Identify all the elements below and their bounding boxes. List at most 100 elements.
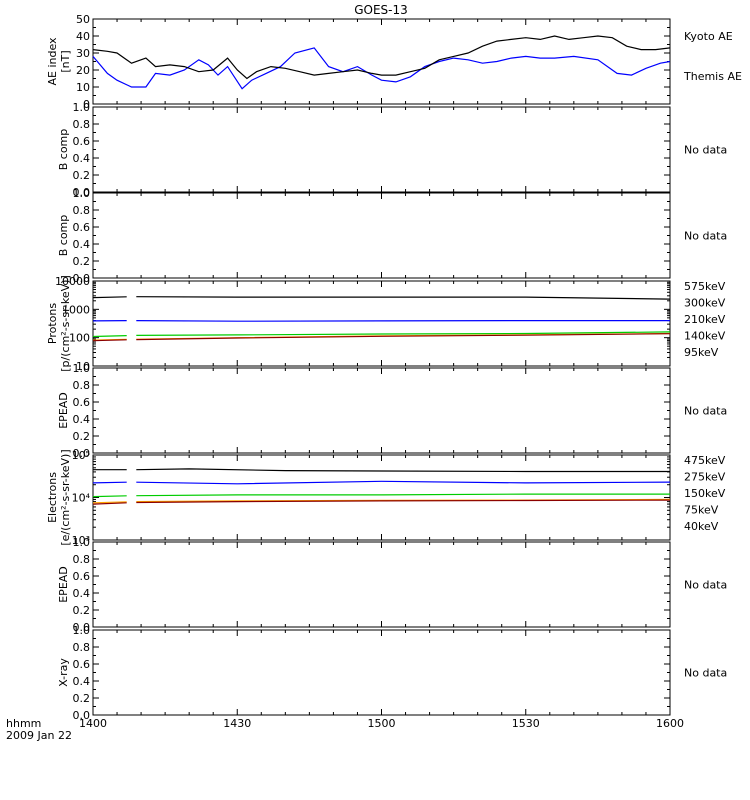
series-line-2 xyxy=(92,481,127,484)
y-tick-label: 0.4 xyxy=(73,413,91,426)
plot-frame xyxy=(92,18,671,105)
legend-entry: 300keV xyxy=(684,297,726,310)
y-tick-label: 0.0 xyxy=(73,621,91,634)
plot-frame xyxy=(92,367,671,454)
series-line-1 xyxy=(136,468,670,473)
y-tick-label: 100 xyxy=(69,332,90,345)
y-tick-label: 0.8 xyxy=(73,641,91,654)
panel-2: 0.0 0.2 0.4 0.6 0.8 1.0 B comp No data xyxy=(57,101,727,199)
y-tick-label: 0.0 xyxy=(73,447,91,460)
plot-frame xyxy=(92,280,671,367)
series-line-1 xyxy=(136,296,671,300)
y-tick-label: 0.0 xyxy=(73,186,91,199)
legend-entry: 475keV xyxy=(684,454,726,467)
y-tick-label: 10 xyxy=(76,360,90,373)
y-axis-unit: [nT] xyxy=(59,50,72,72)
y-tick-label: 10³ xyxy=(72,534,90,547)
x-tick-label: 1430 xyxy=(223,717,251,730)
legend-entry: Themis AE xyxy=(683,70,742,83)
y-axis-unit: [e/(cm²-s-sr-keV)] xyxy=(59,449,72,545)
series-line-2 xyxy=(92,35,671,80)
time-axis-label: hhmm xyxy=(6,717,41,730)
y-tick-label: 0 xyxy=(83,98,90,111)
legend-entry: 150keV xyxy=(684,487,726,500)
panel-7: 0.0 0.2 0.4 0.6 0.8 1.0 EPEAD No data xyxy=(57,536,727,634)
y-tick-label: 10⁵ xyxy=(72,449,90,462)
x-tick-label: 1400 xyxy=(79,717,107,730)
x-tick-label: 1500 xyxy=(368,717,396,730)
y-tick-label: 1.0 xyxy=(73,187,91,200)
y-axis-label: X-ray xyxy=(57,658,70,687)
y-tick-label: 0.6 xyxy=(73,658,91,671)
y-tick-label: 0.2 xyxy=(73,692,91,705)
y-tick-label: 0.8 xyxy=(73,379,91,392)
legend-entry: 75keV xyxy=(684,504,719,517)
x-tick-label: 1600 xyxy=(656,717,684,730)
series-line-1 xyxy=(92,47,671,90)
y-tick-label: 1.0 xyxy=(73,536,91,549)
series-line-5 xyxy=(92,339,127,342)
y-tick-label: 1.0 xyxy=(73,624,91,637)
y-axis-label: B comp xyxy=(57,129,70,171)
plot-frame xyxy=(92,454,671,541)
time-axis-date: 2009 Jan 22 xyxy=(6,729,72,742)
legend-entry: 140keV xyxy=(684,330,726,343)
series-line-3 xyxy=(92,495,127,498)
series-line-5 xyxy=(136,499,671,504)
y-tick-label: 30 xyxy=(76,47,90,60)
y-axis-label: AE index xyxy=(46,37,59,86)
y-tick-label: 10000 xyxy=(55,275,90,288)
y-tick-label: 0.4 xyxy=(73,587,91,600)
y-tick-label: 0.2 xyxy=(73,169,91,182)
series-line-5 xyxy=(92,502,127,505)
series-line-2 xyxy=(136,480,671,485)
series-line-2 xyxy=(136,320,670,322)
y-tick-label: 0.6 xyxy=(73,396,91,409)
legend-entry: 575keV xyxy=(684,280,726,293)
no-data-label: No data xyxy=(684,230,727,243)
legend-entry: 275keV xyxy=(684,471,726,484)
legend-entry: 95keV xyxy=(684,346,719,359)
panel-3: 0.0 0.2 0.4 0.6 0.8 1.0 B comp No data xyxy=(57,187,727,285)
no-data-label: No data xyxy=(684,144,727,157)
no-data-label: No data xyxy=(684,579,727,592)
y-tick-label: 0.0 xyxy=(73,709,91,722)
y-tick-label: 40 xyxy=(76,30,90,43)
y-tick-label: 50 xyxy=(76,13,90,26)
y-tick-label: 0.2 xyxy=(73,255,91,268)
y-tick-label: 20 xyxy=(76,64,90,77)
series-line-5 xyxy=(136,333,671,341)
legend-entry: 40keV xyxy=(684,520,719,533)
series-line-3 xyxy=(136,331,671,336)
y-tick-label: 0.4 xyxy=(73,675,91,688)
no-data-label: No data xyxy=(684,405,727,418)
y-axis-label: Protons xyxy=(46,303,59,344)
y-axis-label: EPEAD xyxy=(57,392,70,429)
y-tick-label: 1000 xyxy=(62,303,90,316)
y-tick-label: 10 xyxy=(76,81,90,94)
panel-4: 10 100 1000 10000 Protons [p/(cm²-s-sr-keV)] 5… xyxy=(46,275,726,373)
plot-frame xyxy=(92,192,671,279)
legend-entry: 210keV xyxy=(684,313,726,326)
series-line-3 xyxy=(136,493,670,497)
y-axis-label: EPEAD xyxy=(57,566,70,603)
y-tick-label: 10⁴ xyxy=(72,492,91,505)
plot-frame xyxy=(92,629,671,716)
plot-frame xyxy=(92,106,671,193)
y-tick-label: 0.4 xyxy=(73,238,91,251)
series-line-4 xyxy=(92,501,127,504)
y-axis-unit: [p/(cm²-s-sr-keV)] xyxy=(59,275,72,372)
y-tick-label: 0.4 xyxy=(73,152,91,165)
series-line-3 xyxy=(92,335,127,338)
panel-8: 0.0 0.2 0.4 0.6 0.8 1.0 X-ray No data 1400 1430 15… xyxy=(57,624,727,730)
y-tick-label: 0.0 xyxy=(73,272,91,285)
panel-5: 0.0 0.2 0.4 0.6 0.8 1.0 EPEAD No data xyxy=(57,362,727,460)
y-tick-label: 0.2 xyxy=(73,430,91,443)
y-tick-label: 0.2 xyxy=(73,604,91,617)
y-tick-label: 0.8 xyxy=(73,553,91,566)
y-tick-label: 1.0 xyxy=(73,362,91,375)
x-tick-label: 1530 xyxy=(512,717,540,730)
y-tick-label: 0.8 xyxy=(73,118,91,131)
y-tick-label: 0.8 xyxy=(73,204,91,217)
